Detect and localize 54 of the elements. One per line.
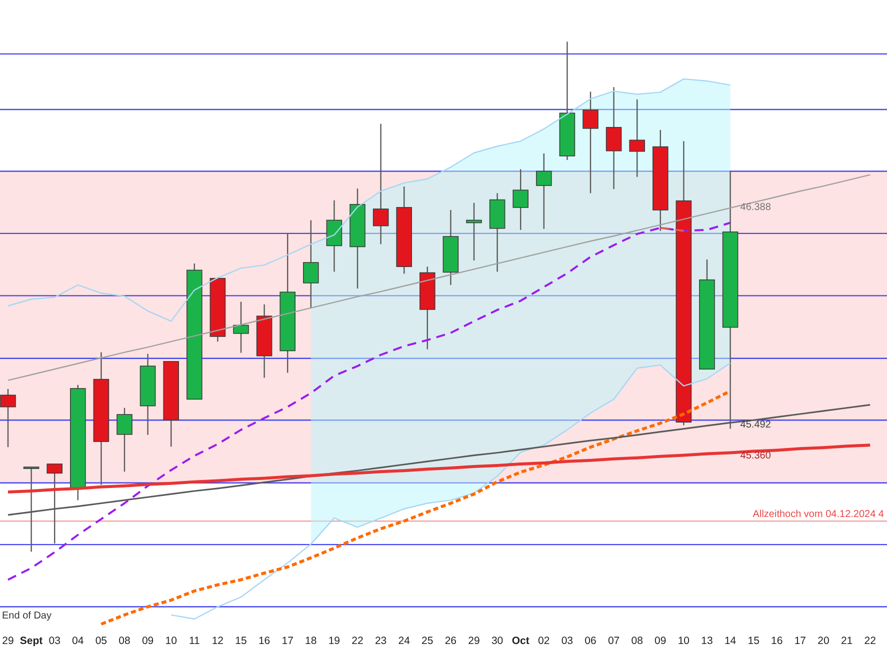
x-tick-label: 05 — [95, 634, 108, 647]
x-tick-label: Sept — [20, 634, 44, 647]
x-tick-label: 23 — [374, 634, 387, 647]
candlestick — [116, 407, 132, 472]
x-tick-label: 03 — [48, 634, 61, 647]
x-tick-label: 21 — [840, 634, 853, 647]
x-tick-label: 03 — [561, 634, 574, 647]
x-tick-label: 04 — [72, 634, 84, 647]
x-tick-label: 08 — [118, 634, 130, 647]
candlestick — [536, 152, 552, 230]
x-tick-label: 25 — [422, 634, 434, 647]
candlestick — [372, 123, 389, 245]
x-tick-label: 29 — [468, 634, 480, 647]
x-tick-label: 11 — [188, 634, 200, 647]
x-tick-label: Oct — [512, 634, 530, 647]
x-tick-label: 10 — [165, 634, 178, 647]
candlestick — [233, 301, 249, 354]
x-tick-label: 18 — [305, 634, 317, 647]
ref-line-label: Allzeithoch vom 04.12.2024 4 — [752, 509, 884, 520]
x-tick-label: 08 — [631, 634, 644, 647]
x-tick-label: 22 — [352, 634, 364, 647]
x-tick-label: 19 — [328, 634, 340, 647]
x-tick-label: 17 — [282, 634, 294, 647]
x-tick-label: 14 — [724, 634, 736, 647]
candlestick — [0, 388, 16, 448]
candlestick — [303, 220, 319, 310]
annotation: 45.492 — [740, 420, 772, 431]
x-tick-label: 15 — [748, 634, 760, 647]
x-tick-label: 16 — [258, 634, 270, 647]
text: End of Day — [2, 610, 52, 622]
x-tick-label: 15 — [235, 634, 247, 647]
candlestick — [582, 91, 598, 194]
candlestick — [606, 86, 622, 190]
x-tick-label: 22 — [864, 634, 876, 647]
x-tick-label: 26 — [444, 634, 457, 647]
x-tick-label: 29 — [2, 634, 14, 647]
x-tick-label: 30 — [491, 634, 504, 647]
x-tick-label: 13 — [701, 634, 713, 647]
annotation: 45.360 — [740, 450, 772, 462]
x-tick-label: 09 — [142, 634, 154, 647]
candlestick — [512, 168, 528, 230]
x-tick-label: 16 — [771, 634, 783, 647]
candlestick — [466, 202, 482, 262]
x-tick-label: 07 — [608, 634, 620, 647]
x-tick-label: 10 — [678, 634, 690, 647]
x-tick-label: 06 — [584, 634, 596, 647]
x-tick-label: 02 — [538, 634, 550, 647]
x-tick-label: 17 — [794, 634, 806, 647]
x-tick-label: 20 — [818, 634, 830, 647]
annotation: 46.388 — [740, 202, 772, 213]
x-tick-label: 09 — [654, 634, 666, 647]
x-tick-label: 24 — [398, 634, 410, 647]
x-tick-label: 12 — [212, 634, 224, 647]
candlestick — [629, 98, 645, 178]
